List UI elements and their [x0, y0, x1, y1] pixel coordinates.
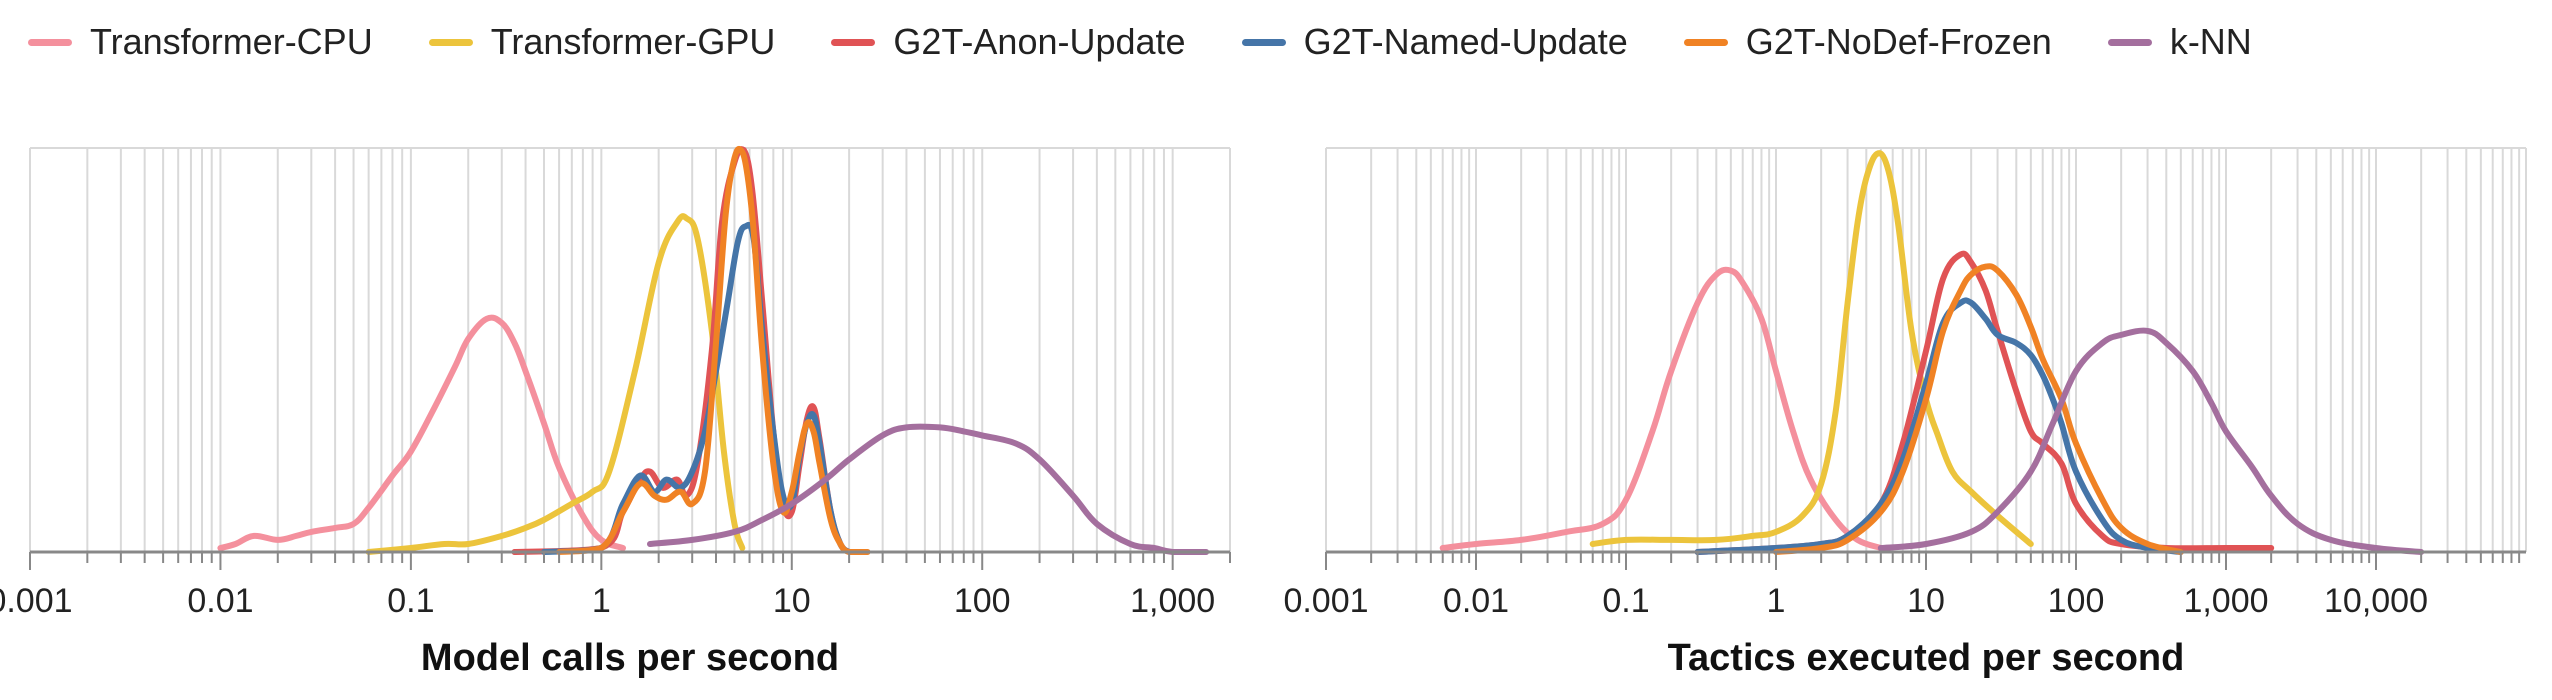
legend-swatch	[428, 38, 473, 46]
legend-item: k-NN	[2107, 21, 2252, 63]
legend-label: G2T-Anon-Update	[893, 21, 1186, 62]
legend-label: G2T-NoDef-Frozen	[1745, 21, 2052, 62]
series-line	[541, 221, 853, 555]
x-axis-title: Model calls per second	[421, 637, 839, 679]
x-tick-label: 0.01	[1443, 582, 1509, 620]
series-line	[1439, 266, 1884, 551]
legend-label: Transformer-GPU	[490, 21, 776, 62]
x-axis-title: Tactics executed per second	[1668, 637, 2185, 679]
x-tick-label: 100	[954, 582, 1011, 620]
series-line	[217, 314, 626, 551]
series-line	[647, 423, 1210, 555]
chart-panel-1: 0.001 0.01 0.1 1 10 100 1,000 Model calls per s…	[0, 146, 1231, 679]
x-tick-label: 10	[1907, 582, 1945, 620]
x-tick-label: 0.01	[187, 582, 253, 620]
legend-item: G2T-NoDef-Frozen	[1683, 21, 2052, 63]
x-tick-label: 1	[592, 582, 611, 620]
legend-label: Transformer-CPU	[90, 21, 373, 62]
x-tick-label: 100	[2048, 582, 2105, 620]
legend-swatch	[28, 38, 72, 46]
legend-swatch	[1683, 38, 1728, 46]
legend-item: G2T-Named-Update	[1241, 21, 1628, 63]
legend-label: k-NN	[2169, 21, 2252, 62]
x-tick-label: 1	[1767, 582, 1786, 620]
series-line	[1589, 150, 2034, 547]
legend-swatch	[831, 38, 876, 46]
x-tick-label: 10,000	[2324, 582, 2428, 620]
series-line	[1694, 297, 2184, 555]
chart-legend: Transformer-CPU Transformer-GPU G2T-Anon-U…	[28, 16, 2308, 68]
x-tick-label: 1,000	[2183, 582, 2268, 620]
x-tick-label: 0.001	[0, 582, 73, 620]
legend-item: Transformer-GPU	[428, 21, 776, 63]
legend-item: G2T-Anon-Update	[831, 21, 1186, 63]
chart-panel-2: 0.001 0.01 0.1 1 10 100 1,000 10,000 Tactics exe…	[1283, 147, 2527, 679]
legend-label: G2T-Named-Update	[1303, 21, 1628, 62]
x-tick-label: 0.1	[1602, 582, 1649, 620]
legend-swatch	[2107, 38, 2152, 46]
legend-item: Transformer-CPU	[28, 21, 373, 63]
series-line	[556, 146, 871, 555]
x-tick-label: 10	[773, 582, 811, 620]
x-tick-label: 0.1	[387, 582, 434, 620]
legend-swatch	[1241, 38, 1286, 46]
series-line	[1877, 327, 2425, 555]
x-tick-label: 1,000	[1130, 582, 1215, 620]
x-tick-label: 0.001	[1283, 582, 1368, 620]
series-line	[1773, 263, 2184, 555]
